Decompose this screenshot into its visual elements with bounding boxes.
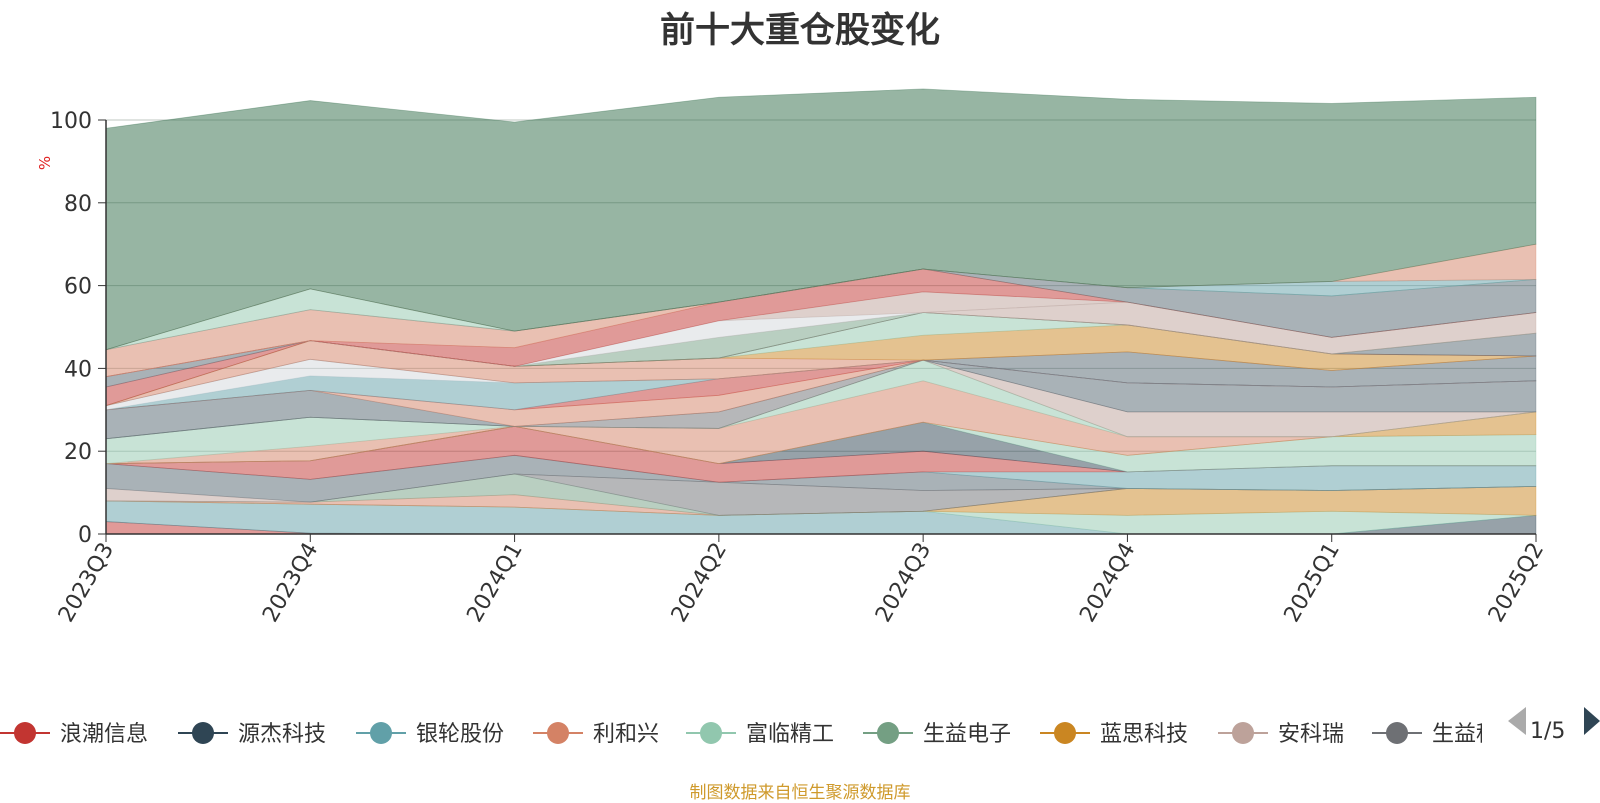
legend-circle-icon xyxy=(877,722,899,744)
area-series-12 xyxy=(105,421,1536,473)
legend-circle-icon xyxy=(700,722,722,744)
y-tick-label: 40 xyxy=(64,357,92,382)
legend-circle-icon xyxy=(1054,722,1076,744)
y-tick-label: 60 xyxy=(64,275,92,300)
legend-next-arrow-icon[interactable] xyxy=(1584,707,1600,735)
area-series-11 xyxy=(105,425,1536,483)
legend-item[interactable]: 蓝思科技 xyxy=(1040,722,1188,747)
area-series-29 xyxy=(105,312,1537,407)
legend-label: 生益科技 xyxy=(1432,722,1520,747)
legend-label: 银轮股份 xyxy=(416,722,504,747)
x-tick-label: 2024Q2 xyxy=(667,539,732,627)
area-series-13 xyxy=(105,421,1537,473)
legend-circle-icon xyxy=(192,722,214,744)
legend-label: 利和兴 xyxy=(593,722,659,747)
x-tick-label: 2023Q3 xyxy=(54,539,119,627)
legend-item[interactable]: 银轮股份 xyxy=(356,722,504,747)
area-series-14 xyxy=(105,411,1537,465)
area-series-41 xyxy=(105,88,1537,351)
legend-item[interactable]: 安科瑞 xyxy=(1218,722,1344,747)
legend: 浪潮信息 源杰科技 银轮股份 利和兴 富临精工 生益电子 蓝思科技 安科瑞 生益科技 xyxy=(0,722,1520,747)
legend-circle-icon xyxy=(547,722,569,744)
area-series-10 xyxy=(105,454,1537,491)
legend-circle-icon xyxy=(14,722,36,744)
y-tick-label: 0 xyxy=(78,523,92,548)
legend-label: 安科瑞 xyxy=(1278,722,1344,747)
legend-item[interactable]: 生益科技 xyxy=(1372,722,1520,747)
legend-circle-icon xyxy=(1232,722,1254,744)
y-tick-label: 100 xyxy=(50,109,92,134)
x-tick-label: 2024Q4 xyxy=(1075,539,1140,627)
area-series-30 xyxy=(105,312,1537,388)
legend-circle-icon xyxy=(370,722,392,744)
legend-label: 浪潮信息 xyxy=(60,722,148,747)
legend-item[interactable]: 富临精工 xyxy=(686,722,834,747)
legend-pager xyxy=(1508,707,1600,735)
y-tick-label: 20 xyxy=(64,440,92,465)
legend-circle-icon xyxy=(1386,722,1408,744)
legend-label: 生益电子 xyxy=(923,722,1011,747)
x-tick-label: 2024Q3 xyxy=(871,539,936,627)
legend-page-indicator: 1/5 xyxy=(1530,719,1566,744)
chart-title: 前十大重仓股变化 xyxy=(659,11,940,51)
legend-label: 源杰科技 xyxy=(238,722,326,747)
legend-label: 蓝思科技 xyxy=(1100,722,1188,747)
source-note: 制图数据来自恒生聚源数据库 xyxy=(689,783,911,803)
x-tick-label: 2023Q4 xyxy=(258,539,323,627)
legend-label: 富临精工 xyxy=(746,722,834,747)
legend-item[interactable]: 利和兴 xyxy=(533,722,659,747)
legend-item[interactable]: 源杰科技 xyxy=(178,722,326,747)
y-tick-label: 80 xyxy=(64,192,92,217)
x-tick-label: 2025Q1 xyxy=(1280,539,1345,627)
area-series-20 xyxy=(105,359,1537,440)
x-tick-label: 2024Q1 xyxy=(462,539,527,627)
legend-item[interactable]: 浪潮信息 xyxy=(0,722,148,747)
area-series-4 xyxy=(105,485,1537,516)
legend-prev-arrow-icon[interactable] xyxy=(1508,707,1526,735)
legend-item[interactable]: 生益电子 xyxy=(863,722,1011,747)
area-series-group xyxy=(105,88,1537,535)
y-axis-label: % xyxy=(36,156,54,170)
x-tick-label: 2025Q2 xyxy=(1484,539,1549,627)
